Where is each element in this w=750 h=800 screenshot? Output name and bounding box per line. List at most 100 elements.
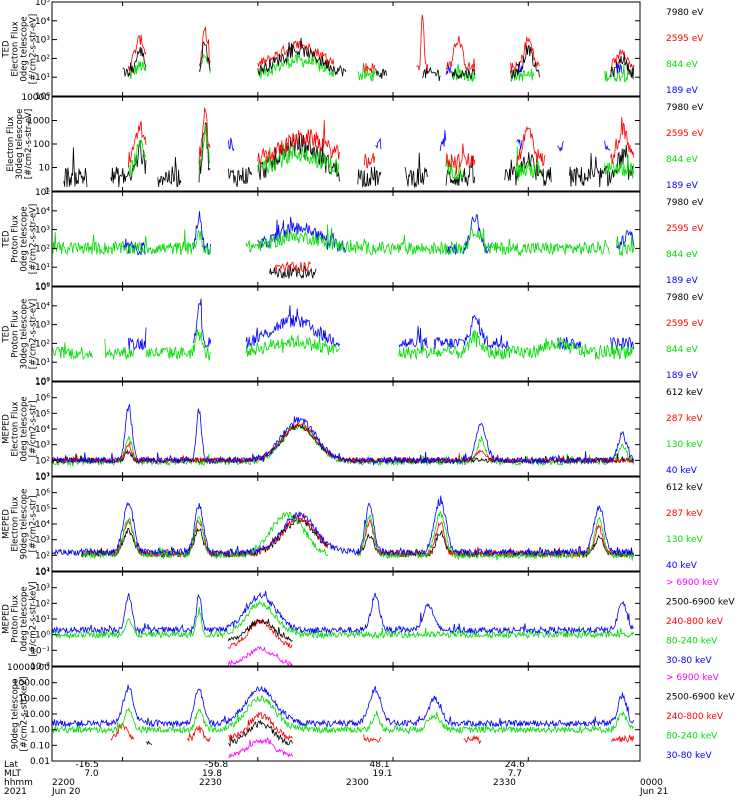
y-axis-label: [#/cm2-s-str] xyxy=(29,496,39,553)
y-axis-label: 90deg telescope xyxy=(20,489,30,560)
series-segment xyxy=(52,590,634,636)
panel-3: 10⁵ 10⁴ 10³ 10² 10¹ 10⁰ TED Proton Flux 0deg tel… xyxy=(2,188,705,292)
y-axis-label: TED xyxy=(2,40,12,59)
series-line xyxy=(52,590,634,636)
x-tick-label-time: 0000 xyxy=(640,778,663,788)
y-tick-label: 10000.00 xyxy=(7,663,50,673)
legend-entry: > 6900 keV xyxy=(666,578,720,588)
series-line xyxy=(52,404,634,466)
panel-2-series xyxy=(63,107,635,189)
y-tick-label: 10¹ xyxy=(35,73,50,83)
series-segment xyxy=(52,600,634,640)
legend-entry: 7980 eV xyxy=(666,8,704,18)
series-line xyxy=(110,711,635,745)
y-tick-label: 0.10 xyxy=(30,741,50,751)
y-tick-label: 10³ xyxy=(35,584,50,594)
x-tick-label-time: 2330 xyxy=(493,778,516,788)
series-line xyxy=(63,122,634,189)
y-tick-label: 10⁴ xyxy=(35,17,50,27)
series-line xyxy=(52,684,634,728)
legend-entry: 30-80 keV xyxy=(666,751,712,761)
legend-entry: 240-800 keV xyxy=(666,617,724,627)
series-segment xyxy=(192,211,212,255)
x-row-label: hhmm xyxy=(4,778,33,788)
y-axis-label: Proton Flux xyxy=(11,215,21,263)
series-segment xyxy=(569,144,634,188)
panel-5: 10⁷ 10⁶ 10⁵ 10⁴ 10³ 10² 10¹ MEPED Electron Flux 0… xyxy=(2,378,704,482)
series-line xyxy=(52,495,634,557)
y-tick-label: 0.01 xyxy=(30,757,50,767)
series-segment xyxy=(52,495,634,557)
y-tick-label: 10² xyxy=(35,551,50,561)
y-axis-label: [#/cm2-s-str-keV] xyxy=(20,677,30,752)
y-axis-label: Electron Flux xyxy=(6,116,16,171)
series-segment xyxy=(52,342,94,360)
legend-entry: 189 eV xyxy=(666,86,699,96)
y-tick-label: 10000 xyxy=(21,93,50,103)
series-line xyxy=(52,600,634,640)
y-tick-label: 10⁷ xyxy=(35,473,50,483)
legend-entry: 130 keV xyxy=(666,535,703,545)
series-segment xyxy=(228,719,293,748)
series-segment xyxy=(398,329,635,361)
y-axis-label: TED xyxy=(2,230,12,249)
x-tick-label-mlt: 19.1 xyxy=(372,769,392,779)
y-tick-label: 1.00 xyxy=(30,726,50,736)
series-segment xyxy=(128,60,147,79)
series-segment xyxy=(128,121,147,168)
series-segment xyxy=(63,147,88,188)
series-segment xyxy=(198,26,211,67)
x-row-label: Lat xyxy=(4,760,19,770)
legend-entry: 2595 eV xyxy=(666,34,704,44)
y-axis-label: [#/cm2-s-str-eV] xyxy=(29,299,39,369)
panel-3-series xyxy=(52,211,635,279)
series-segment xyxy=(445,159,464,180)
y-tick-label: 10⁶ xyxy=(35,489,50,499)
y-tick-label: 1000 xyxy=(27,117,50,127)
series-segment xyxy=(228,737,293,759)
series-line xyxy=(52,695,634,735)
series-line xyxy=(128,52,634,83)
panel-frame xyxy=(51,571,641,667)
y-axis-label: [#/cm2-s-str] xyxy=(29,401,39,458)
series-line xyxy=(81,511,635,561)
series-segment xyxy=(52,229,211,256)
series-line xyxy=(228,130,611,153)
panel-4: 10⁵ 10⁴ 10³ 10² 10¹ 10⁰ TED Proton Flux 30deg te… xyxy=(2,283,705,387)
legend-entry: 7980 eV xyxy=(666,293,704,303)
series-segment xyxy=(445,64,452,76)
y-axis-label: Electron Flux xyxy=(11,401,21,456)
y-axis-label: Electron Flux xyxy=(11,496,21,551)
y-axis-label: TED xyxy=(2,325,12,344)
x-tick-label-time: 2230 xyxy=(199,778,222,788)
series-line xyxy=(269,264,317,279)
panel-6-series xyxy=(52,495,635,561)
series-segment xyxy=(363,63,376,74)
y-tick-label: 10² xyxy=(35,456,50,466)
y-tick-label: 10⁶ xyxy=(35,394,50,404)
legend-entry: 844 eV xyxy=(666,155,699,165)
panel-4-series xyxy=(52,298,635,361)
panel-5-series xyxy=(52,404,634,467)
series-segment xyxy=(445,143,476,175)
series-segment xyxy=(257,37,347,77)
legend-entry: 2595 eV xyxy=(666,129,704,139)
y-tick-label: 10.00 xyxy=(24,710,50,720)
series-segment xyxy=(375,137,382,150)
series-segment xyxy=(463,214,493,255)
legend-entry: 287 keV xyxy=(666,414,703,424)
series-segment xyxy=(422,66,441,82)
series-segment xyxy=(145,740,152,746)
legend-entry: 2500-6900 keV xyxy=(666,598,735,608)
series-segment xyxy=(510,36,540,74)
series-segment xyxy=(228,167,252,187)
series-segment xyxy=(616,63,623,74)
series-line xyxy=(228,618,293,642)
y-tick-label: 10¹ xyxy=(35,358,50,368)
series-segment xyxy=(81,511,329,560)
y-tick-label: 10⁵ xyxy=(35,504,50,514)
series-segment xyxy=(516,125,546,167)
y-tick-label: 10⁴ xyxy=(35,520,50,530)
y-tick-label: 10¹ xyxy=(35,615,50,625)
